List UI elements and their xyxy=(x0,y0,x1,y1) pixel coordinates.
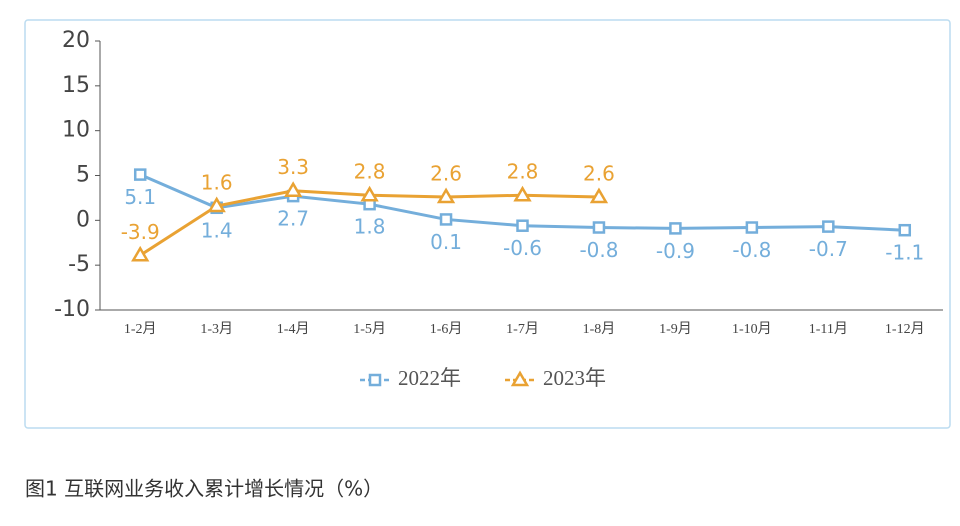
point-marker xyxy=(592,221,606,234)
caption: 图1 互联网业务收入累计增长情况（%） xyxy=(25,477,383,501)
y-tick-label: 20 xyxy=(62,28,90,53)
legend-label: 2023年 xyxy=(543,366,606,390)
y-tick-label: -5 xyxy=(68,252,90,277)
point-marker xyxy=(589,187,609,204)
point-marker xyxy=(510,370,530,387)
data-label: -1.1 xyxy=(885,241,924,265)
point-marker xyxy=(513,185,532,202)
data-label: 2.7 xyxy=(277,207,309,231)
data-label: 5.1 xyxy=(124,185,156,209)
y-tick-label: 0 xyxy=(76,207,90,232)
point-marker xyxy=(207,196,226,213)
data-label: -0.7 xyxy=(809,237,848,261)
point-marker xyxy=(516,219,529,232)
x-tick-label: 1-11月 xyxy=(809,321,848,337)
data-label: 2.6 xyxy=(583,162,615,186)
x-tick-label: 1-3月 xyxy=(200,321,233,337)
point-marker xyxy=(439,213,453,226)
data-label: 2.6 xyxy=(430,162,462,186)
data-label: -0.9 xyxy=(656,239,695,263)
data-label: 3.3 xyxy=(277,155,309,179)
data-label: 0.1 xyxy=(430,230,462,254)
point-marker xyxy=(822,220,835,233)
x-tick-label: 1-2月 xyxy=(124,321,157,337)
y-tick-label: 15 xyxy=(62,73,90,98)
data-label: 2.8 xyxy=(507,160,539,184)
y-tick-label: 5 xyxy=(76,163,90,188)
x-tick-label: 1-7月 xyxy=(506,321,539,337)
point-marker xyxy=(898,223,912,237)
point-marker xyxy=(360,185,379,202)
point-marker xyxy=(133,168,147,181)
data-label: 1.8 xyxy=(354,215,386,239)
data-label: -0.8 xyxy=(732,238,771,262)
y-tick-label: 10 xyxy=(62,118,90,143)
legend-label: 2022年 xyxy=(398,366,461,390)
data-label: -3.9 xyxy=(121,220,160,244)
point-marker xyxy=(131,245,150,262)
x-tick-label: 1-4月 xyxy=(277,321,310,337)
point-marker xyxy=(669,222,682,235)
x-tick-label: 1-12月 xyxy=(885,321,925,337)
point-marker xyxy=(283,181,303,197)
point-marker xyxy=(436,187,456,204)
data-label: -0.6 xyxy=(503,236,542,260)
data-label: 1.4 xyxy=(201,218,233,242)
y-tick-label: -10 xyxy=(54,297,90,322)
x-tick-label: 1-5月 xyxy=(353,321,386,337)
x-tick-label: 1-8月 xyxy=(583,321,616,337)
data-label: -0.8 xyxy=(579,238,618,262)
point-marker xyxy=(368,373,382,387)
x-tick-label: 1-6月 xyxy=(430,321,463,337)
x-tick-label: 1-9月 xyxy=(659,321,692,337)
data-label: 1.6 xyxy=(201,170,233,194)
x-tick-label: 1-10月 xyxy=(732,321,772,337)
point-marker xyxy=(745,221,759,234)
data-label: 2.8 xyxy=(354,160,386,184)
